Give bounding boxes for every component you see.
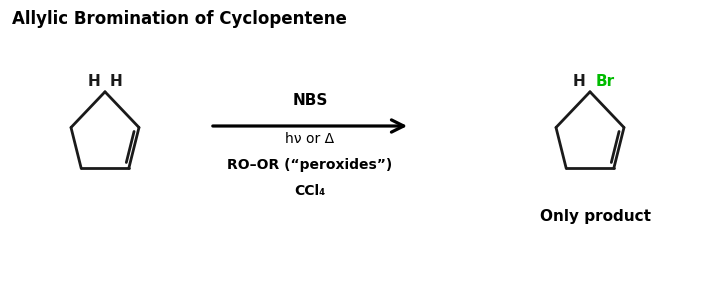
- Text: Br: Br: [595, 74, 615, 89]
- Text: Only product: Only product: [539, 209, 650, 223]
- Text: hν or Δ: hν or Δ: [285, 132, 335, 146]
- Text: CCl₄: CCl₄: [294, 184, 325, 198]
- Text: H: H: [88, 74, 100, 89]
- Text: NBS: NBS: [292, 93, 328, 108]
- Text: H: H: [572, 74, 585, 89]
- Text: Allylic Bromination of Cyclopentene: Allylic Bromination of Cyclopentene: [12, 10, 347, 28]
- Text: H: H: [109, 74, 122, 89]
- Text: RO–OR (“peroxides”): RO–OR (“peroxides”): [228, 158, 392, 172]
